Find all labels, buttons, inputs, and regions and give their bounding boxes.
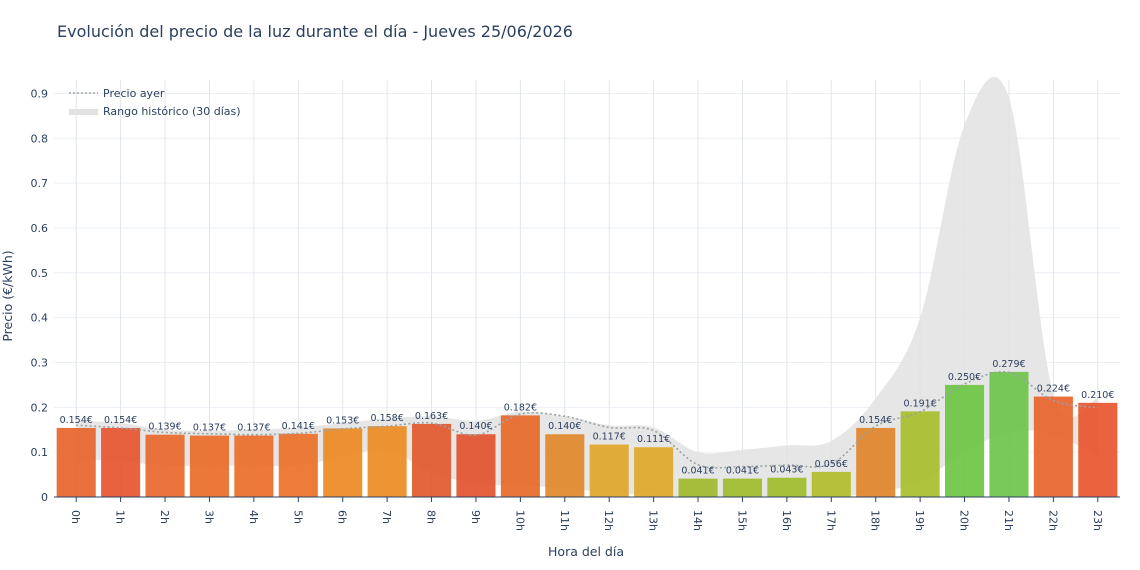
- bar-13h[interactable]: [634, 447, 674, 497]
- y-tick-label: 0.8: [31, 132, 49, 145]
- y-tick-label: 0.9: [31, 87, 49, 100]
- data-label-13h: 0.111€: [637, 434, 670, 445]
- x-tick-label-11h: 11h: [558, 510, 571, 531]
- data-label-17h: 0.056€: [815, 459, 848, 470]
- y-tick-label: 0.2: [31, 401, 49, 414]
- data-label-16h: 0.043€: [770, 465, 803, 476]
- x-tick-label-5h: 5h: [291, 510, 304, 524]
- bar-14h[interactable]: [678, 478, 718, 497]
- bar-20h[interactable]: [944, 384, 985, 497]
- bar-19h[interactable]: [900, 411, 940, 497]
- bar-21h[interactable]: [989, 371, 1029, 497]
- x-tick-label-4h: 4h: [247, 510, 260, 524]
- x-tick-label-23h: 23h: [1091, 510, 1104, 531]
- y-tick-label: 0.4: [31, 312, 49, 325]
- bar-8h[interactable]: [411, 423, 452, 497]
- x-tick-label-0h: 0h: [69, 510, 82, 524]
- y-tick-label: 0.5: [31, 267, 49, 280]
- bar-11h[interactable]: [545, 434, 585, 497]
- bar-9h[interactable]: [456, 434, 496, 497]
- data-label-7h: 0.158€: [371, 413, 404, 424]
- bar-3h[interactable]: [189, 435, 230, 497]
- x-tick-label-18h: 18h: [869, 510, 882, 531]
- data-label-9h: 0.140€: [459, 421, 492, 432]
- bar-17h[interactable]: [811, 471, 851, 497]
- axes-layer: 0 0.1 0.2 0.3 0.4 0.5 0.6 0.7 0.8 0.9 0h 1h 2h 3h 4h 5h…: [31, 87, 1120, 531]
- y-tick-label: 0.6: [31, 222, 49, 235]
- bar-12h[interactable]: [589, 444, 629, 497]
- x-tick-label-13h: 13h: [647, 510, 660, 531]
- bar-7h[interactable]: [367, 426, 407, 497]
- x-tick-label-17h: 17h: [824, 510, 837, 531]
- x-axis-title: Hora del día: [548, 544, 624, 559]
- data-label-11h: 0.140€: [548, 421, 581, 432]
- data-label-10h: 0.182€: [504, 402, 537, 413]
- data-label-14h: 0.041€: [681, 466, 714, 477]
- x-tick-label-21h: 21h: [1002, 510, 1015, 531]
- x-tick-label-20h: 20h: [958, 510, 971, 531]
- bar-23h[interactable]: [1078, 402, 1118, 497]
- data-label-12h: 0.117€: [593, 432, 626, 443]
- bar-4h[interactable]: [234, 435, 274, 497]
- data-label-21h: 0.279€: [992, 359, 1025, 370]
- data-label-22h: 0.224€: [1037, 384, 1070, 395]
- yesterday-line-layer: [76, 370, 1098, 469]
- data-label-1h: 0.154€: [104, 415, 137, 426]
- bar-16h[interactable]: [767, 477, 807, 497]
- bar-22h[interactable]: [1033, 396, 1073, 497]
- y-tick-label: 0.3: [31, 356, 49, 369]
- data-label-2h: 0.139€: [148, 422, 181, 433]
- bar-15h[interactable]: [722, 478, 763, 497]
- x-tick-label-8h: 8h: [425, 510, 438, 524]
- bar-10h[interactable]: [500, 415, 540, 497]
- y-axis-title: Precio (€/kWh): [0, 250, 15, 341]
- data-labels-layer: 0.154€ 0.154€ 0.139€ 0.137€ 0.137€ 0.141€ 0.15…: [60, 359, 1115, 477]
- chart-title: Evolución del precio de la luz durante e…: [57, 22, 573, 41]
- x-tick-label-3h: 3h: [202, 510, 215, 524]
- x-tick-label-1h: 1h: [114, 510, 127, 524]
- x-tick-label-16h: 16h: [780, 510, 793, 531]
- data-label-0h: 0.154€: [60, 415, 93, 426]
- x-tick-label-15h: 15h: [735, 510, 748, 531]
- bar-5h[interactable]: [278, 433, 318, 497]
- data-label-5h: 0.141€: [282, 421, 315, 432]
- x-tick-label-22h: 22h: [1046, 510, 1059, 531]
- legend-yesterday-label: Precio ayer: [103, 87, 165, 100]
- y-tick-label: 0: [41, 491, 48, 504]
- data-label-8h: 0.163€: [415, 411, 448, 422]
- legend-range-swatch: [69, 109, 98, 115]
- bar-6h[interactable]: [323, 428, 363, 497]
- y-tick-label: 0.7: [31, 177, 49, 190]
- x-tick-label-14h: 14h: [691, 510, 704, 531]
- x-tick-label-12h: 12h: [602, 510, 615, 531]
- legend-range-label: Rango histórico (30 días): [103, 105, 241, 118]
- bar-1h[interactable]: [101, 427, 141, 497]
- x-tick-label-10h: 10h: [513, 510, 526, 531]
- x-tick-label-2h: 2h: [158, 510, 171, 524]
- data-label-18h: 0.154€: [859, 415, 892, 426]
- x-tick-label-9h: 9h: [469, 510, 482, 524]
- data-label-15h: 0.041€: [726, 466, 759, 477]
- data-label-4h: 0.137€: [237, 423, 270, 434]
- x-tick-label-7h: 7h: [380, 510, 393, 524]
- data-label-20h: 0.250€: [948, 372, 981, 383]
- bar-2h[interactable]: [145, 434, 185, 497]
- legend: Precio ayer Rango histórico (30 días): [69, 87, 241, 118]
- yesterday-price-line: [76, 370, 1098, 469]
- bar-18h[interactable]: [856, 427, 896, 497]
- data-label-3h: 0.137€: [193, 423, 226, 434]
- x-tick-label-6h: 6h: [336, 510, 349, 524]
- x-tick-label-19h: 19h: [913, 510, 926, 531]
- bar-0h[interactable]: [56, 427, 96, 497]
- data-label-6h: 0.153€: [326, 415, 359, 426]
- y-tick-label: 0.1: [31, 446, 49, 459]
- data-label-23h: 0.210€: [1081, 390, 1114, 401]
- bars-layer: [56, 371, 1118, 497]
- data-label-19h: 0.191€: [904, 398, 937, 409]
